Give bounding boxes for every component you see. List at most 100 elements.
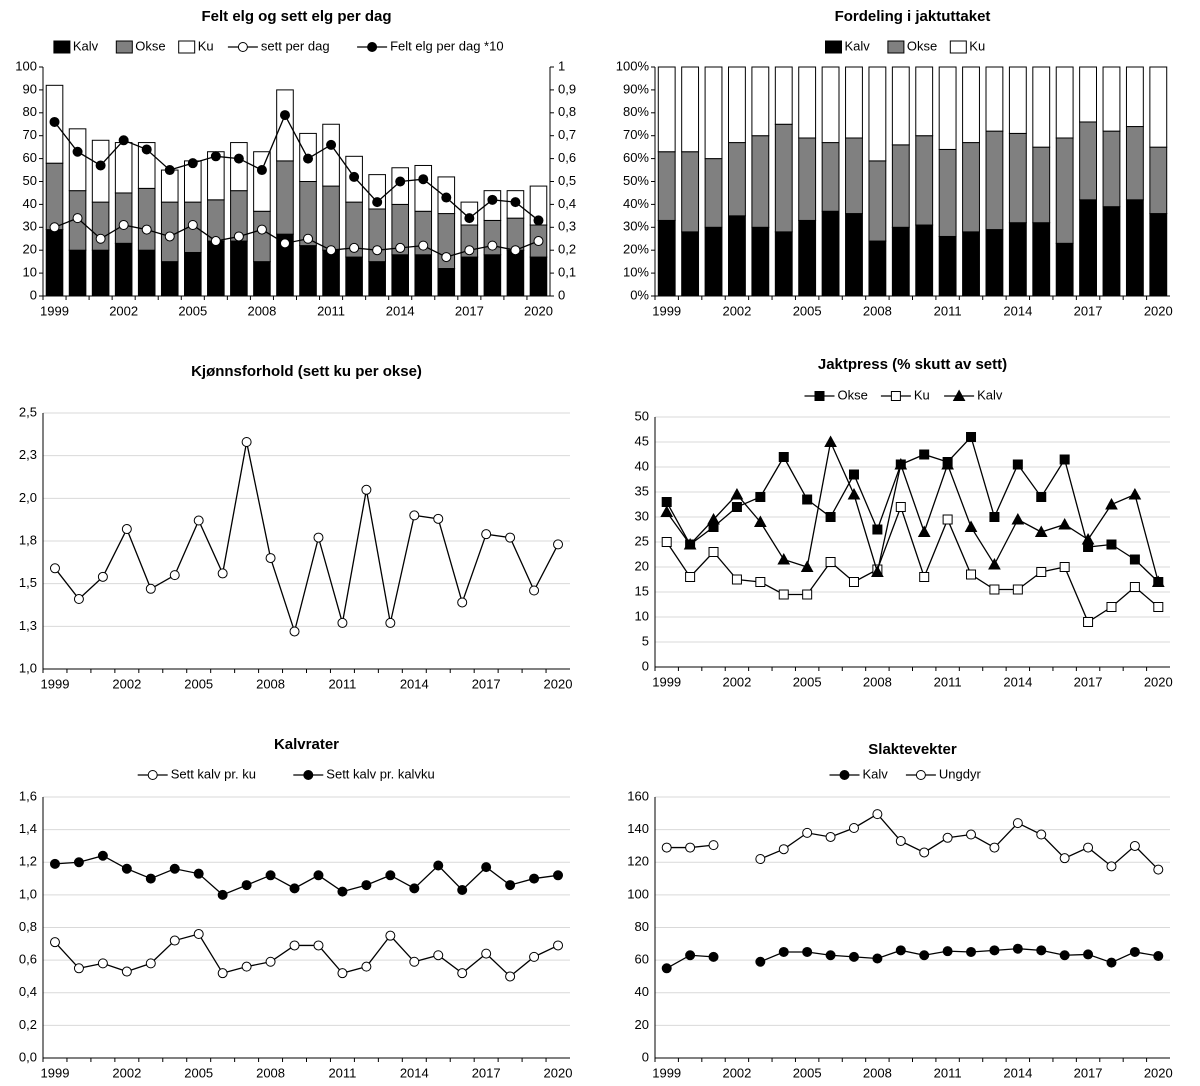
- x-tick-label: 2011: [934, 303, 962, 318]
- bar: [1149, 146, 1168, 215]
- marker: [457, 884, 468, 895]
- marker: [553, 539, 564, 550]
- y-tick-label: 2,0: [19, 490, 37, 505]
- marker: [661, 537, 672, 547]
- x-tick-label: 2017: [1074, 674, 1103, 689]
- bar: [728, 66, 746, 144]
- marker: [464, 213, 475, 224]
- marker: [1058, 517, 1072, 530]
- marker: [409, 956, 420, 967]
- marker: [303, 153, 314, 164]
- marker: [755, 492, 766, 502]
- bar: [1102, 66, 1121, 132]
- x-tick-label: 2002: [722, 674, 751, 689]
- legend-label: Ku: [969, 38, 985, 53]
- marker: [289, 940, 300, 951]
- marker: [1012, 943, 1023, 954]
- marker: [966, 569, 977, 580]
- y-tick-label: 90: [23, 81, 37, 96]
- bar: [114, 242, 133, 297]
- y-tick-label: 1,3: [19, 618, 37, 633]
- marker: [217, 968, 228, 979]
- x-tick-label: 2008: [863, 303, 892, 318]
- y-tick-label: 40: [23, 196, 37, 211]
- marker: [73, 857, 84, 868]
- marker: [121, 966, 132, 977]
- y-tick-label: 40: [635, 458, 649, 473]
- bar: [868, 66, 887, 162]
- marker: [872, 953, 883, 964]
- bar: [985, 130, 1004, 231]
- marker: [313, 532, 324, 543]
- marker: [49, 858, 60, 869]
- x-tick-label: 2017: [455, 303, 484, 318]
- y-tick-label: 30%: [623, 219, 649, 234]
- marker: [685, 842, 696, 853]
- marker: [265, 956, 276, 967]
- bar: [253, 210, 271, 263]
- legend-label: Sett kalv pr. kalvku: [326, 766, 434, 781]
- y-tick-label: 2,5: [19, 404, 37, 419]
- bar: [483, 254, 502, 297]
- bar: [68, 249, 87, 297]
- marker: [685, 950, 696, 961]
- chart-title: Fordeling i jaktuttaket: [835, 8, 991, 25]
- bar: [68, 128, 87, 192]
- marker: [847, 487, 861, 500]
- bar: [891, 144, 910, 228]
- marker: [755, 577, 766, 587]
- x-tick-label: 2014: [1003, 674, 1032, 689]
- marker: [457, 597, 468, 608]
- marker: [210, 151, 221, 162]
- marker: [848, 822, 859, 833]
- x-tick-label: 1999: [41, 676, 70, 691]
- y2-tick-label: 0,1: [558, 265, 576, 280]
- bar: [253, 261, 271, 297]
- x-tick-label: 1999: [652, 1065, 681, 1080]
- y-tick-label: 0%: [630, 287, 649, 302]
- marker: [1129, 946, 1140, 957]
- x-tick-label: 1999: [40, 303, 69, 318]
- bar: [183, 251, 202, 297]
- bar: [657, 151, 676, 221]
- x-tick-label: 2020: [544, 1065, 573, 1080]
- marker: [966, 829, 977, 840]
- y-tick-label: 1,2: [19, 854, 37, 869]
- marker: [825, 950, 836, 961]
- marker: [464, 245, 475, 256]
- bar: [207, 199, 225, 242]
- y2-tick-label: 0,6: [558, 150, 576, 165]
- x-tick-label: 2020: [544, 676, 573, 691]
- marker: [778, 844, 789, 855]
- y-tick-label: 30: [23, 219, 37, 234]
- bar: [91, 249, 110, 297]
- x-tick-label: 2011: [934, 674, 962, 689]
- bar: [962, 142, 980, 233]
- marker: [988, 557, 1001, 570]
- x-tick-label: 2008: [863, 1065, 892, 1080]
- marker: [533, 236, 544, 247]
- bar: [1032, 222, 1051, 297]
- marker: [49, 937, 60, 948]
- bar: [774, 123, 793, 233]
- marker: [217, 889, 228, 900]
- y-tick-label: 1,8: [19, 532, 37, 547]
- marker: [169, 863, 180, 874]
- marker: [802, 827, 813, 838]
- marker: [241, 880, 252, 891]
- bar: [45, 162, 64, 231]
- y-tick-label: 0: [30, 287, 37, 302]
- marker: [141, 224, 152, 235]
- marker: [989, 945, 1000, 956]
- legend-marker: [237, 42, 248, 52]
- marker: [72, 146, 83, 157]
- bar: [938, 235, 957, 297]
- legend-marker: [814, 391, 825, 401]
- marker: [361, 880, 372, 891]
- y2-tick-label: 0,7: [558, 127, 576, 142]
- x-tick-label: 2020: [1144, 1065, 1173, 1080]
- marker: [241, 961, 252, 972]
- x-tick-label: 2020: [1144, 303, 1173, 318]
- marker: [193, 868, 204, 879]
